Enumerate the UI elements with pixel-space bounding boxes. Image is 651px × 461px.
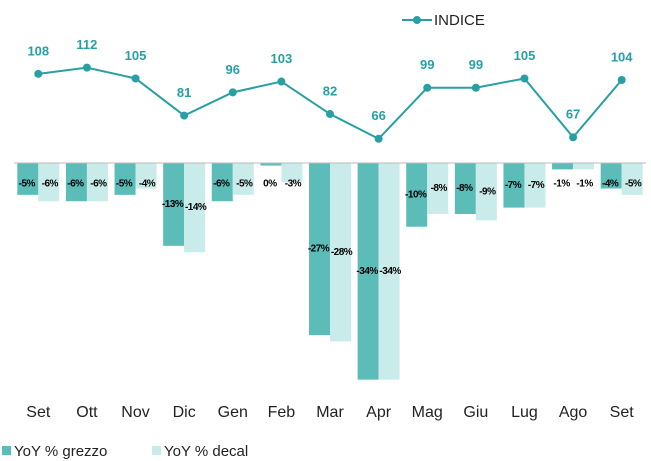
value-label: -8% bbox=[431, 183, 448, 194]
bar bbox=[406, 163, 428, 227]
value-label: -5% bbox=[116, 179, 133, 190]
bar bbox=[260, 163, 282, 166]
bar bbox=[552, 163, 574, 170]
x-tick-label: Nov bbox=[121, 404, 149, 421]
point-label: 108 bbox=[27, 43, 49, 58]
point-label: 104 bbox=[611, 49, 633, 64]
value-label: -6% bbox=[213, 179, 230, 190]
value-label: -4% bbox=[139, 179, 156, 190]
bar bbox=[184, 163, 206, 253]
line-point bbox=[180, 111, 189, 120]
bar bbox=[309, 163, 330, 336]
value-label: -1% bbox=[576, 179, 593, 190]
point-label: 81 bbox=[177, 85, 191, 100]
bar bbox=[357, 163, 379, 380]
value-label: -1% bbox=[553, 179, 570, 190]
x-tick-label: Set bbox=[26, 404, 51, 421]
point-label: 67 bbox=[566, 107, 580, 122]
x-tick-label: Mag bbox=[412, 404, 443, 421]
x-tick-label: Apr bbox=[366, 404, 392, 421]
x-tick-label: Dic bbox=[173, 404, 196, 421]
bar bbox=[621, 163, 643, 195]
x-tick-label: Giu bbox=[463, 404, 488, 421]
legend-marker bbox=[413, 16, 421, 24]
value-label: -6% bbox=[67, 179, 84, 190]
bar bbox=[232, 163, 254, 195]
value-label: -7% bbox=[505, 180, 522, 191]
line-point bbox=[374, 134, 383, 143]
bar bbox=[114, 163, 136, 195]
line bbox=[38, 66, 623, 141]
value-label: -6% bbox=[90, 179, 107, 190]
value-label: -7% bbox=[528, 180, 545, 191]
x-tick-label: Gen bbox=[218, 404, 248, 421]
x-tick-label: Ago bbox=[559, 404, 588, 421]
bar bbox=[475, 163, 497, 221]
line-point bbox=[277, 77, 286, 86]
value-label: -27% bbox=[308, 244, 330, 255]
point-label: 99 bbox=[420, 57, 434, 72]
point-label: 105 bbox=[125, 48, 147, 63]
value-label: -5% bbox=[625, 179, 642, 190]
bar bbox=[454, 163, 476, 214]
line-point bbox=[228, 88, 237, 97]
bar bbox=[330, 163, 351, 342]
line-point bbox=[326, 110, 334, 119]
bar bbox=[86, 163, 108, 202]
point-label: 112 bbox=[76, 37, 97, 52]
bar bbox=[524, 163, 546, 208]
bar bbox=[600, 163, 622, 189]
line-point bbox=[423, 83, 432, 92]
legend-label: YoY % decal bbox=[164, 443, 248, 460]
legend-swatch bbox=[152, 446, 161, 455]
value-label: -10% bbox=[405, 189, 427, 200]
value-label: -13% bbox=[162, 199, 184, 210]
value-label: 0% bbox=[263, 179, 277, 190]
bar bbox=[378, 163, 400, 380]
bar bbox=[17, 163, 39, 195]
bar bbox=[163, 163, 185, 246]
legend-swatch bbox=[2, 446, 11, 455]
bar bbox=[573, 163, 595, 170]
bar bbox=[503, 163, 525, 208]
bar bbox=[38, 163, 60, 202]
line-point bbox=[471, 83, 480, 92]
value-label: -5% bbox=[19, 179, 36, 190]
value-label: -4% bbox=[602, 179, 619, 190]
line-point bbox=[569, 133, 578, 142]
point-label: 82 bbox=[323, 83, 337, 98]
value-label: -5% bbox=[236, 179, 253, 190]
legend-label: INDICE bbox=[434, 12, 485, 29]
value-label: -3% bbox=[285, 179, 302, 190]
point-label: 96 bbox=[226, 62, 240, 77]
point-label: 99 bbox=[469, 57, 483, 72]
line-point bbox=[617, 76, 626, 85]
line-point bbox=[34, 69, 43, 78]
point-label: 105 bbox=[514, 48, 536, 63]
bar bbox=[211, 163, 233, 202]
point-label: 66 bbox=[371, 108, 385, 123]
value-label: -9% bbox=[479, 186, 496, 197]
bar bbox=[135, 163, 157, 189]
bar bbox=[281, 163, 303, 183]
x-tick-label: Mar bbox=[316, 404, 344, 421]
value-label: -28% bbox=[331, 247, 353, 258]
value-label: -6% bbox=[42, 179, 59, 190]
value-label: -14% bbox=[185, 202, 207, 213]
point-label: 103 bbox=[271, 51, 293, 66]
x-tick-label: Feb bbox=[268, 404, 296, 421]
line-point bbox=[131, 74, 140, 83]
x-tick-label: Ott bbox=[76, 404, 98, 421]
line-point bbox=[82, 63, 91, 72]
bar bbox=[65, 163, 87, 202]
value-label: -8% bbox=[456, 183, 473, 194]
x-tick-label: Set bbox=[610, 404, 635, 421]
x-tick-label: Lug bbox=[511, 404, 538, 421]
value-label: -34% bbox=[379, 266, 401, 277]
legend-label: YoY % grezzo bbox=[14, 443, 107, 460]
bar bbox=[427, 163, 449, 214]
line-point bbox=[520, 74, 529, 83]
value-label: -34% bbox=[356, 266, 378, 277]
